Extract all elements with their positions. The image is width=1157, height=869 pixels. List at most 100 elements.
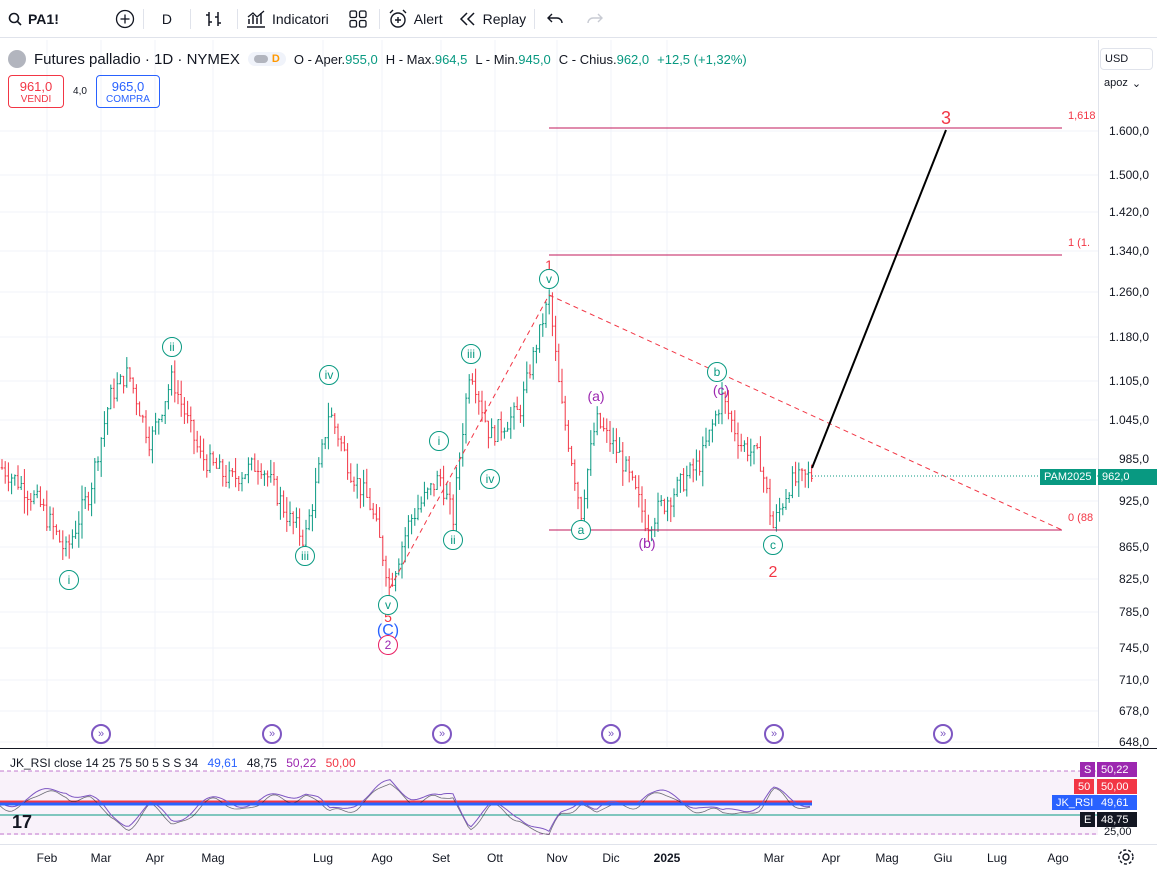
price-bar bbox=[551, 292, 554, 337]
price-bar bbox=[496, 419, 500, 442]
dividend-event-icon[interactable]: » bbox=[262, 724, 282, 744]
dividend-event-icon[interactable]: » bbox=[432, 724, 452, 744]
wave-label-2[interactable]: 2 bbox=[768, 564, 778, 581]
wave-label-big-c[interactable]: (C) bbox=[376, 622, 400, 639]
chevron-down-icon: ⌄ bbox=[1131, 77, 1142, 90]
wave-label-b[interactable]: b bbox=[707, 362, 727, 382]
price-bar bbox=[605, 418, 609, 443]
price-bar bbox=[615, 428, 618, 464]
symbol-search-button[interactable]: PA1! bbox=[0, 0, 67, 38]
time-tick: Mar bbox=[90, 851, 112, 865]
wave-label-paren-b[interactable]: (b) bbox=[638, 535, 656, 551]
dividend-event-icon[interactable]: » bbox=[933, 724, 953, 744]
wave-label-i[interactable]: i bbox=[59, 570, 79, 590]
price-bar bbox=[167, 384, 170, 410]
bars-chart-icon bbox=[205, 11, 221, 26]
price-bar bbox=[423, 481, 426, 507]
wave-label-i-2[interactable]: i bbox=[429, 431, 449, 451]
layouts-button[interactable] bbox=[337, 0, 379, 38]
wave-label-iv-2[interactable]: iv bbox=[480, 469, 500, 489]
dividend-event-icon[interactable]: » bbox=[91, 724, 111, 744]
tradingview-logo[interactable]: 17 bbox=[12, 812, 33, 832]
dividend-event-icon[interactable]: » bbox=[601, 724, 621, 744]
wave-label-paren-a[interactable]: (a) bbox=[587, 388, 605, 404]
wave-label-iv[interactable]: iv bbox=[319, 365, 339, 385]
price-bar bbox=[327, 402, 330, 450]
rsi-line bbox=[0, 779, 811, 832]
price-bar bbox=[263, 470, 266, 486]
price-bar bbox=[55, 524, 58, 536]
price-bar bbox=[250, 457, 253, 471]
price-bar bbox=[717, 409, 721, 424]
redo-button[interactable] bbox=[575, 0, 615, 38]
price-bar bbox=[576, 481, 580, 510]
price-bar bbox=[253, 453, 257, 472]
compare-symbol-button[interactable] bbox=[107, 0, 143, 38]
currency-select[interactable]: USD bbox=[1100, 48, 1153, 70]
wave-label-3[interactable]: 3 bbox=[940, 108, 952, 128]
gear-icon[interactable] bbox=[1117, 848, 1135, 866]
ohlc-change: +12,5 (+1,32%) bbox=[657, 51, 747, 67]
market-dot-icon bbox=[253, 55, 268, 63]
price-bar bbox=[531, 347, 535, 380]
indicators-icon bbox=[246, 10, 265, 28]
price-bar bbox=[640, 486, 644, 523]
price-bar bbox=[48, 506, 52, 531]
wave-label-a[interactable]: a bbox=[571, 520, 591, 540]
price-bar bbox=[775, 504, 778, 532]
alert-button[interactable]: Alert bbox=[380, 0, 451, 38]
price-bar bbox=[544, 301, 548, 328]
price-bar bbox=[407, 515, 410, 549]
price-bar bbox=[170, 365, 173, 396]
delayed-badge[interactable]: D bbox=[247, 52, 286, 66]
price-bar bbox=[455, 467, 458, 539]
price-bar bbox=[35, 484, 39, 499]
price-bar bbox=[176, 380, 180, 405]
rsi-badge-e-tag: E bbox=[1080, 812, 1096, 827]
rsi-indicator-pane[interactable] bbox=[0, 748, 1157, 842]
price-bar bbox=[771, 511, 775, 529]
wave-label-circled-2[interactable]: 2 bbox=[378, 635, 398, 655]
price-bar bbox=[634, 475, 637, 490]
price-bar bbox=[128, 367, 132, 382]
price-bar bbox=[96, 456, 100, 472]
price-chart[interactable] bbox=[0, 40, 1098, 747]
trade-panel: 961,0 VENDI 4,0 965,0 COMPRA bbox=[8, 75, 160, 108]
buy-button[interactable]: 965,0 COMPRA bbox=[96, 75, 160, 108]
wave-label-ii[interactable]: ii bbox=[162, 337, 182, 357]
price-bar bbox=[189, 406, 193, 433]
price-bar bbox=[487, 420, 490, 449]
price-bar bbox=[119, 374, 122, 385]
wave-label-1[interactable]: 1 bbox=[545, 257, 553, 273]
price-bar bbox=[314, 467, 317, 519]
sell-button[interactable]: 961,0 VENDI bbox=[8, 75, 64, 108]
wave-label-v[interactable]: v bbox=[378, 595, 398, 615]
price-bar bbox=[794, 461, 797, 487]
toolbar-divider bbox=[236, 8, 238, 29]
dividend-event-icon[interactable]: » bbox=[764, 724, 784, 744]
interval-button[interactable]: D bbox=[144, 0, 190, 38]
wave-label-5[interactable]: 5 bbox=[384, 609, 392, 625]
wave-label-v-2[interactable]: v bbox=[539, 269, 559, 289]
wave-label-iii-2[interactable]: iii bbox=[461, 344, 481, 364]
wave-label-paren-c[interactable]: (c) bbox=[712, 382, 730, 398]
wave-label-c[interactable]: c bbox=[763, 535, 783, 555]
price-scale[interactable]: 1.600,0 1.500,0 1.420,0 1.340,0 1.260,0 1.180… bbox=[1098, 40, 1157, 749]
price-bar bbox=[307, 509, 311, 531]
replay-button[interactable]: Replay bbox=[451, 0, 535, 38]
time-axis[interactable]: Feb Mar Apr Mag Lug Ago Set Ott Nov Dic 2025 Mar Apr… bbox=[0, 844, 1157, 869]
indicators-button[interactable]: Indicatori bbox=[238, 0, 337, 38]
price-bar bbox=[371, 502, 375, 520]
wave-label-iii[interactable]: iii bbox=[295, 546, 315, 566]
price-tick: 1.420,0 bbox=[1108, 205, 1149, 219]
price-bar bbox=[151, 426, 154, 464]
price-bar bbox=[762, 466, 765, 493]
ohlc-open: O - Aper.955,0 bbox=[293, 51, 378, 67]
time-tick: Set bbox=[431, 851, 451, 865]
fib-level-1-label: 1 (1. bbox=[1068, 237, 1091, 249]
chart-type-button[interactable] bbox=[191, 0, 237, 38]
undo-button[interactable] bbox=[535, 0, 575, 38]
price-bar bbox=[567, 420, 570, 452]
scale-mode-select[interactable]: apoz ⌄ bbox=[1100, 72, 1153, 94]
wave-label-ii-2[interactable]: ii bbox=[443, 530, 463, 550]
